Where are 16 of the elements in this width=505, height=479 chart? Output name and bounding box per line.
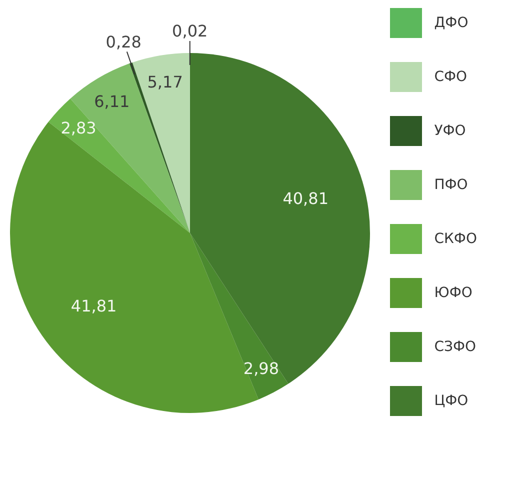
data-label: 0,28 xyxy=(106,32,142,52)
data-label: 40,81 xyxy=(282,189,329,208)
legend-label: СФО xyxy=(434,69,468,85)
legend-label: ПФО xyxy=(434,177,468,193)
data-label: 41,81 xyxy=(70,296,117,316)
legend-label: ДФО xyxy=(434,15,468,31)
data-label: 2,83 xyxy=(60,118,96,138)
legend-label: УФО xyxy=(434,123,466,139)
data-label: 2,98 xyxy=(243,358,280,378)
legend-label: ЦФО xyxy=(434,393,468,409)
data-label: 0,02 xyxy=(172,22,208,40)
legend-label: СКФО xyxy=(434,231,477,247)
data-label: 5,17 xyxy=(147,72,183,92)
legend-label: СЗФО xyxy=(434,339,476,355)
data-label: 6,11 xyxy=(94,92,130,111)
legend-label: ЮФО xyxy=(434,285,472,301)
